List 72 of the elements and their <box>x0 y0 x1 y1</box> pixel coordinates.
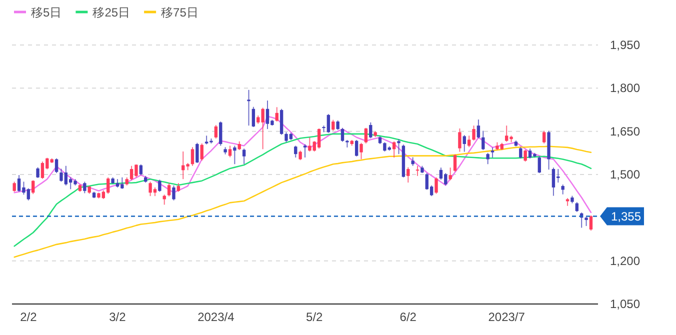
candlestick <box>448 167 452 181</box>
candlestick <box>458 128 462 152</box>
candlestick <box>538 156 541 174</box>
y-tick-label: 1,050 <box>610 297 640 311</box>
candlestick <box>542 130 546 144</box>
candlestick <box>196 142 199 164</box>
candlestick <box>172 184 176 201</box>
x-tick-label: 5/2 <box>306 310 324 324</box>
x-tick-label: 3/2 <box>109 310 126 324</box>
candlestick <box>36 166 40 178</box>
candlestick <box>360 142 363 160</box>
candlestick <box>242 148 246 165</box>
y-tick-label: 1,800 <box>610 81 640 96</box>
candlestick <box>462 134 466 152</box>
candlestick <box>476 119 480 139</box>
legend-label: 移5日 <box>31 6 62 20</box>
candlestick <box>83 181 86 194</box>
candlestick <box>54 158 58 174</box>
candlestick <box>416 165 420 176</box>
candlestick <box>486 152 490 165</box>
candlestick <box>575 202 578 212</box>
candlestick <box>275 106 278 122</box>
x-tick-label: 2023/4 <box>198 310 235 324</box>
candlestick <box>434 176 438 194</box>
ref-line-label: 1,355 <box>610 210 642 224</box>
candlestick <box>467 135 471 148</box>
candlestick <box>294 145 298 158</box>
candlestick <box>228 145 232 158</box>
candlestick <box>340 127 344 142</box>
candlestick <box>158 179 162 192</box>
candlestick <box>190 146 194 166</box>
candlestick <box>200 142 204 162</box>
legend-label: 移25日 <box>92 6 130 20</box>
candlestick <box>298 150 302 161</box>
candlestick <box>214 124 218 140</box>
candlestick <box>584 216 588 227</box>
y-tick-label: 1,500 <box>610 168 640 182</box>
y-tick-label: 1,200 <box>610 254 640 268</box>
candlestick <box>472 125 476 142</box>
candlestick <box>336 120 340 130</box>
ref-label: 1,355 <box>600 207 644 226</box>
candlestick <box>32 180 35 195</box>
candlestick <box>332 119 335 132</box>
candlestick <box>589 214 593 232</box>
x-tick-label: 2/2 <box>20 310 38 324</box>
candlestick <box>397 138 400 155</box>
candlestick <box>167 182 171 197</box>
candlestick <box>369 122 372 139</box>
candlestick <box>219 121 222 146</box>
candlestick <box>280 108 284 136</box>
candlestick <box>233 145 236 165</box>
x-tick-label: 2023/7 <box>488 310 526 324</box>
candlestick <box>12 181 16 192</box>
candlestick <box>482 130 485 151</box>
candlestick <box>247 89 250 126</box>
candlestick <box>490 146 494 158</box>
candlestick <box>561 184 564 195</box>
candlestick <box>519 146 522 159</box>
legend-label: 移75日 <box>161 6 198 20</box>
candlestick <box>524 149 527 162</box>
candlestick <box>364 127 368 144</box>
y-tick-label: 1,950 <box>610 38 640 52</box>
candlestick <box>552 167 556 196</box>
x-tick-label: 6/2 <box>400 310 417 324</box>
candlestick <box>252 106 256 128</box>
candlestick <box>453 154 457 172</box>
candlestick <box>439 167 443 180</box>
candlestick <box>303 144 307 158</box>
candlestick <box>406 166 410 184</box>
y-tick-label: 1,650 <box>610 124 640 138</box>
candlestick <box>354 139 358 157</box>
candlestick <box>317 128 321 150</box>
